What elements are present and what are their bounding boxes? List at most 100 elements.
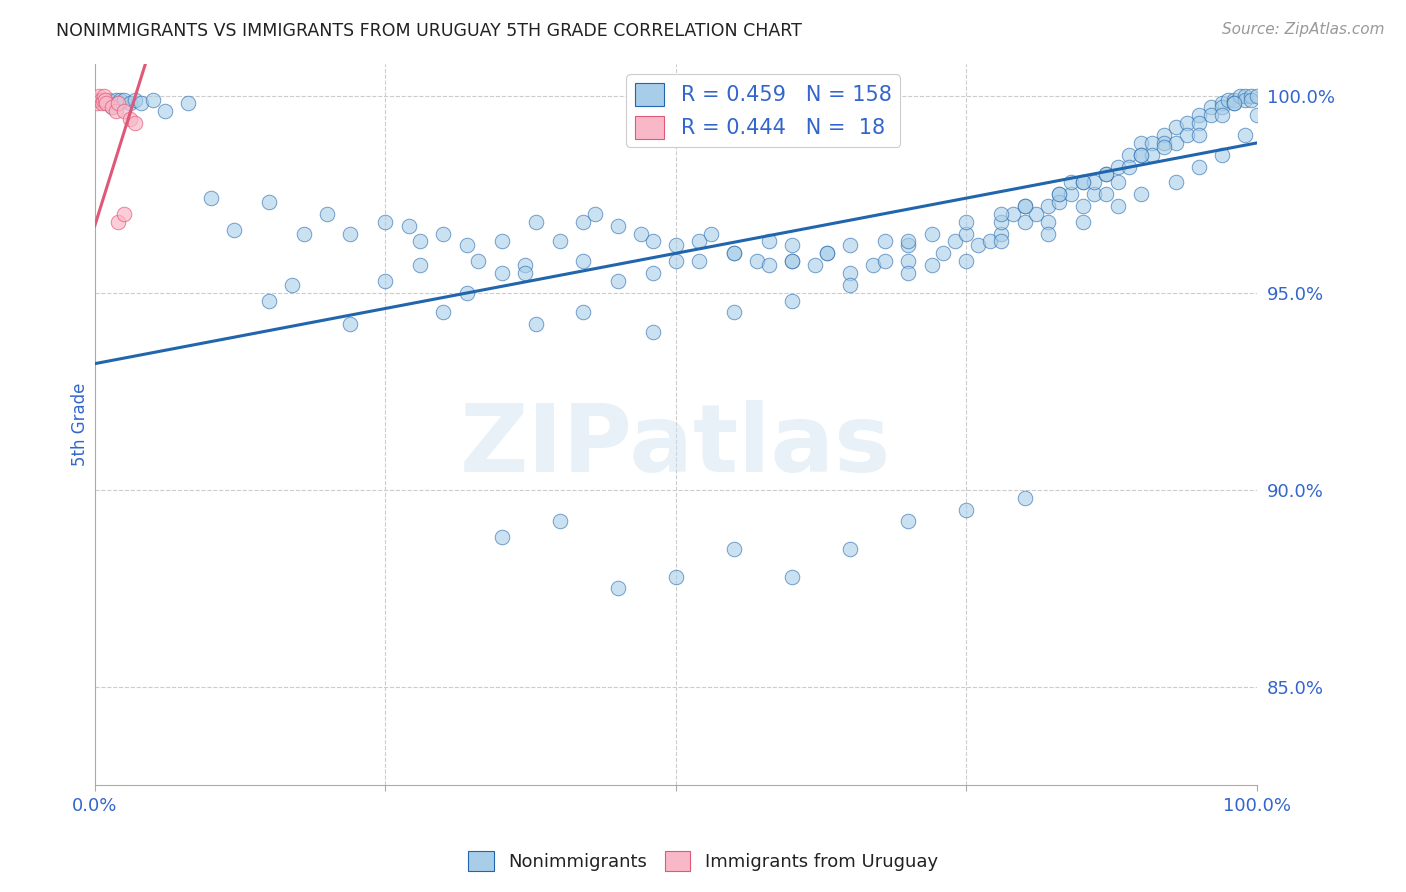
Point <box>780 254 803 268</box>
Point <box>967 238 990 252</box>
Y-axis label: 5th Grade: 5th Grade <box>72 383 89 467</box>
Point <box>1014 199 1036 213</box>
Point <box>1211 100 1233 114</box>
Point <box>1036 199 1059 213</box>
Point <box>1164 136 1187 150</box>
Point <box>1199 108 1222 122</box>
Point <box>1071 199 1094 213</box>
Point <box>1234 93 1257 107</box>
Point <box>1246 88 1268 103</box>
Point <box>572 305 595 319</box>
Point <box>897 266 920 280</box>
Point <box>839 541 862 556</box>
Point <box>839 266 862 280</box>
Point <box>90 93 112 107</box>
Point <box>1107 160 1129 174</box>
Point <box>1216 93 1239 107</box>
Point <box>104 104 127 119</box>
Text: NONIMMIGRANTS VS IMMIGRANTS FROM URUGUAY 5TH GRADE CORRELATION CHART: NONIMMIGRANTS VS IMMIGRANTS FROM URUGUAY… <box>56 22 801 40</box>
Point <box>1060 187 1083 202</box>
Point <box>374 215 396 229</box>
Point <box>921 227 943 241</box>
Point <box>955 502 977 516</box>
Point <box>955 227 977 241</box>
Point <box>110 93 132 107</box>
Point <box>839 277 862 292</box>
Point <box>780 569 803 583</box>
Point <box>1153 136 1175 150</box>
Point <box>723 246 745 260</box>
Point <box>1107 175 1129 189</box>
Point <box>1095 168 1118 182</box>
Point <box>91 93 114 107</box>
Point <box>1095 168 1118 182</box>
Point <box>1129 187 1152 202</box>
Point <box>1199 100 1222 114</box>
Point <box>862 258 884 272</box>
Point <box>1175 128 1198 142</box>
Point <box>94 93 117 107</box>
Point <box>1142 136 1164 150</box>
Point <box>1175 116 1198 130</box>
Point <box>1188 160 1211 174</box>
Point <box>1188 128 1211 142</box>
Point <box>1246 108 1268 122</box>
Point <box>1118 160 1140 174</box>
Point <box>1083 175 1105 189</box>
Point <box>897 514 920 528</box>
Point <box>1211 96 1233 111</box>
Point <box>1240 88 1263 103</box>
Point <box>1229 88 1251 103</box>
Point <box>513 258 536 272</box>
Point <box>875 254 897 268</box>
Point <box>224 222 246 236</box>
Point <box>665 254 688 268</box>
Point <box>1188 116 1211 130</box>
Point <box>101 100 124 114</box>
Point <box>758 235 780 249</box>
Point <box>96 96 118 111</box>
Point <box>875 235 897 249</box>
Point <box>339 227 361 241</box>
Point <box>456 285 478 300</box>
Point <box>815 246 838 260</box>
Point <box>606 582 628 596</box>
Point <box>1211 147 1233 161</box>
Point <box>723 541 745 556</box>
Point <box>1014 491 1036 505</box>
Point <box>339 317 361 331</box>
Point <box>101 100 124 114</box>
Point <box>1036 215 1059 229</box>
Point <box>955 215 977 229</box>
Point <box>97 93 120 107</box>
Point <box>491 235 513 249</box>
Point <box>124 93 146 107</box>
Point <box>374 274 396 288</box>
Point <box>1049 187 1071 202</box>
Point <box>990 227 1012 241</box>
Point <box>107 96 129 111</box>
Point <box>87 93 110 107</box>
Point <box>456 238 478 252</box>
Point <box>723 305 745 319</box>
Point <box>572 215 595 229</box>
Point <box>630 227 652 241</box>
Point <box>432 305 454 319</box>
Point <box>467 254 489 268</box>
Point <box>606 219 628 233</box>
Point <box>86 96 108 111</box>
Point <box>153 104 176 119</box>
Point <box>1107 199 1129 213</box>
Point <box>90 96 112 111</box>
Point <box>526 317 548 331</box>
Point <box>583 207 606 221</box>
Point <box>1060 175 1083 189</box>
Point <box>398 219 420 233</box>
Point <box>1118 147 1140 161</box>
Point <box>316 207 339 221</box>
Point <box>897 254 920 268</box>
Point <box>200 191 222 205</box>
Point <box>1129 147 1152 161</box>
Point <box>89 88 111 103</box>
Point <box>281 277 304 292</box>
